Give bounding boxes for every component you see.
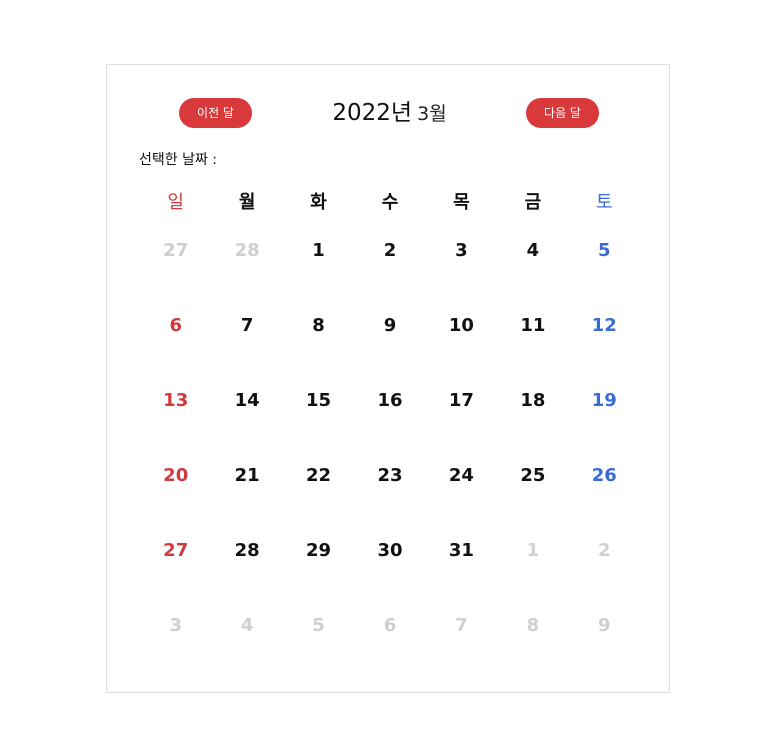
day-cell-other-month[interactable]: 8 (526, 615, 540, 636)
day-cell[interactable]: 13 (163, 390, 189, 411)
day-cell[interactable]: 2 (383, 240, 397, 261)
calendar-year: 2022년 (332, 100, 413, 126)
day-cell-other-month[interactable]: 1 (526, 540, 540, 561)
day-cell[interactable]: 28 (234, 540, 260, 561)
day-cell[interactable]: 4 (526, 240, 540, 261)
day-cell[interactable]: 31 (448, 540, 474, 561)
weekday-sun: 일 (167, 192, 184, 213)
day-cell[interactable]: 15 (306, 390, 332, 411)
day-cell-other-month[interactable]: 9 (598, 615, 611, 636)
day-cell[interactable]: 29 (306, 540, 332, 561)
weekday-tue: 화 (310, 192, 327, 213)
weekday-mon: 월 (238, 192, 256, 213)
next-month-button[interactable]: 다음 달 (526, 98, 599, 128)
calendar-month: 3월 (417, 103, 447, 125)
day-cell-other-month[interactable]: 2 (598, 540, 611, 561)
day-cell[interactable]: 22 (306, 465, 332, 486)
day-grid: 27 28 1 2 3 4 5 6 7 8 9 10 11 12 13 14 15 16 17 18 19 20 21 22 2… (140, 213, 640, 663)
day-cell[interactable]: 5 (598, 240, 611, 261)
day-cell[interactable]: 7 (240, 315, 254, 336)
day-cell[interactable]: 18 (520, 390, 546, 411)
day-cell[interactable]: 17 (448, 390, 474, 411)
day-cell-other-month[interactable]: 28 (234, 240, 260, 261)
day-cell[interactable]: 12 (591, 315, 617, 336)
weekday-wed: 수 (381, 192, 399, 213)
day-cell[interactable]: 20 (163, 465, 189, 486)
day-cell-other-month[interactable]: 4 (240, 615, 254, 636)
day-cell-other-month[interactable]: 5 (312, 615, 325, 636)
day-cell[interactable]: 30 (377, 540, 403, 561)
weekday-header: 일 월 화 수 목 금 토 (140, 188, 640, 218)
calendar: 이전 달 2022년 3월 다음 달 선택한 날짜 : 일 월 화 수 목 금 … (106, 64, 670, 693)
day-cell-other-month[interactable]: 6 (383, 615, 397, 636)
day-cell[interactable]: 9 (383, 315, 397, 336)
day-cell[interactable]: 19 (591, 390, 617, 411)
day-cell-other-month[interactable]: 3 (169, 615, 182, 636)
day-cell[interactable]: 1 (312, 240, 325, 261)
day-cell[interactable]: 24 (448, 465, 474, 486)
selected-date-label: 선택한 날짜 : (139, 152, 218, 168)
day-cell[interactable]: 23 (377, 465, 403, 486)
calendar-title: 2022년 3월 (267, 96, 512, 130)
weekday-fri: 금 (524, 192, 542, 213)
day-cell[interactable]: 26 (591, 465, 617, 486)
day-cell[interactable]: 11 (520, 315, 546, 336)
day-cell[interactable]: 3 (455, 240, 468, 261)
day-cell[interactable]: 8 (312, 315, 325, 336)
weekday-thu: 목 (453, 192, 470, 213)
day-cell[interactable]: 6 (169, 315, 182, 336)
day-cell-other-month[interactable]: 7 (455, 615, 468, 636)
day-cell[interactable]: 25 (520, 465, 546, 486)
weekday-sat: 토 (596, 192, 613, 213)
day-cell[interactable]: 14 (234, 390, 260, 411)
day-cell[interactable]: 10 (448, 315, 474, 336)
day-cell-other-month[interactable]: 27 (163, 240, 189, 261)
prev-month-button[interactable]: 이전 달 (179, 98, 252, 128)
day-cell[interactable]: 27 (163, 540, 189, 561)
day-cell[interactable]: 21 (234, 465, 260, 486)
day-cell[interactable]: 16 (377, 390, 403, 411)
